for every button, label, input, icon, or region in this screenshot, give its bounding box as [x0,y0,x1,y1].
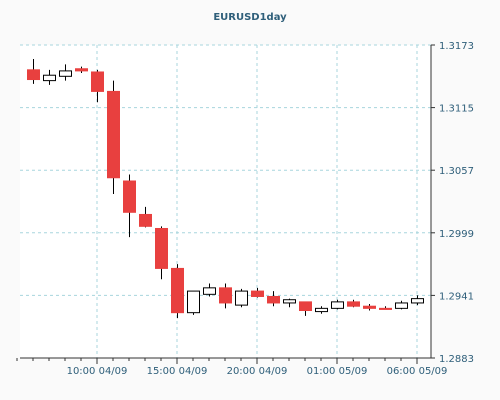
candle [27,59,40,84]
candle [171,264,184,319]
candle [59,64,72,81]
candle [315,306,328,314]
candle-body-down [155,227,168,269]
x-tick-label: 15:00 04/09 [147,366,208,377]
chart-title: EURUSD1day [213,12,287,23]
candle-body-down [107,90,120,179]
candle-body-down [139,213,152,227]
candle-body-down [347,301,360,307]
candle [219,283,232,309]
x-tick-label: 20:00 04/09 [227,366,288,377]
x-tick-label: 06:00 05/09 [387,366,448,377]
candle-body-down [251,290,264,297]
y-tick-label: 1.3057 [439,166,474,177]
candle [91,69,104,103]
candle-body-up [43,74,56,82]
candle-body-down [219,287,232,304]
plot-background [20,45,431,358]
y-axis-ticks: 1.3173 1.3115 1.3057 1.2999 1.2941 1.2883 [431,41,474,365]
candle-body-up [283,299,296,304]
candle-body-up [203,287,216,295]
candle [283,298,296,308]
candle [155,226,168,280]
candle [379,306,392,310]
candle-body-down [299,301,312,312]
candle-body-down [123,180,136,213]
x-axis-ticks: 10:00 04/09 15:00 04/09 20:00 04/09 01:00 0… [16,358,448,377]
candle-body-down [379,307,392,310]
candle-body-down [75,68,88,72]
candle [235,288,248,308]
candle [331,299,344,310]
candle [363,304,376,311]
candle [75,66,88,74]
candle [411,295,424,306]
candle-body-down [91,71,104,92]
candle [123,174,136,238]
candle [267,291,280,307]
x-tick-label: 10:00 04/09 [67,366,128,377]
candle [107,80,120,194]
candle [299,301,312,316]
y-tick-label: 1.2883 [439,354,474,365]
y-tick-label: 1.3173 [439,41,474,52]
candle-body-up [187,290,200,314]
y-tick-label: 1.2941 [439,291,474,302]
candle [187,290,200,315]
candle-body-up [395,302,408,309]
candle [251,287,264,298]
candle-body-down [171,267,184,314]
candle-body-down [267,295,280,304]
x-tick-label: 01:00 05/09 [307,366,368,377]
y-tick-label: 1.2999 [439,229,474,240]
y-tick-label: 1.3115 [439,104,474,115]
candle-body-down [27,69,40,81]
candle-body-up [315,307,328,313]
candle-body-up [331,301,344,309]
candle [139,206,152,228]
candle-body-down [363,305,376,309]
candle-body-up [59,70,72,77]
candle-body-up [235,290,248,306]
plot-area [20,45,431,358]
candle [203,283,216,297]
candles [27,59,424,319]
candle [347,299,360,308]
candle [43,69,56,85]
candle-body-up [411,298,424,304]
candle [395,300,408,310]
